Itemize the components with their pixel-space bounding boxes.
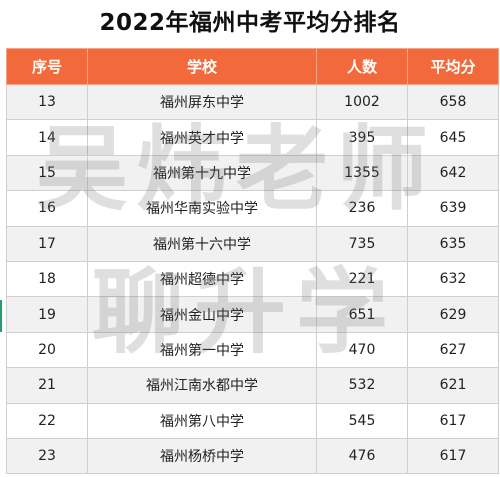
cell-rank: 16	[6, 190, 88, 227]
column-header-school: 学校	[87, 48, 317, 85]
cell-rank: 23	[6, 437, 88, 475]
cell-count: 476	[316, 437, 408, 475]
cell-average: 658	[407, 83, 499, 121]
cell-count: 1002	[316, 83, 408, 121]
table-row: 23 福州杨桥中学 476 617	[6, 437, 499, 475]
cell-school: 福州第十九中学	[87, 154, 317, 192]
cell-rank: 20	[6, 331, 88, 369]
cell-average: 629	[407, 296, 499, 333]
cell-count: 221	[316, 260, 408, 298]
column-header-count: 人数	[316, 48, 408, 85]
table-row: 22 福州第八中学 545 617	[6, 402, 499, 439]
cell-average: 617	[407, 402, 499, 439]
cell-school: 福州杨桥中学	[87, 437, 317, 475]
cell-average: 635	[407, 225, 499, 262]
cell-school: 福州华南实验中学	[87, 190, 317, 227]
cell-school: 福州超德中学	[87, 260, 317, 298]
cell-school: 福州第十六中学	[87, 225, 317, 262]
cell-school: 福州英才中学	[87, 119, 317, 156]
ranking-table: 序号 学校 人数 平均分 13 福州屏东中学 1002 658 14 福州英才中…	[6, 48, 499, 475]
cell-school: 福州金山中学	[87, 296, 317, 333]
page-title: 2022年福州中考平均分排名	[99, 10, 401, 36]
column-header-rank: 序号	[6, 48, 88, 85]
cell-average: 645	[407, 119, 499, 156]
cell-count: 651	[316, 296, 408, 333]
column-header-average: 平均分	[407, 48, 499, 85]
table-row: 13 福州屏东中学 1002 658	[6, 83, 499, 121]
cell-rank: 14	[6, 119, 88, 156]
cell-average: 632	[407, 260, 499, 298]
cell-count: 532	[316, 367, 408, 404]
cell-school: 福州屏东中学	[87, 83, 317, 121]
cell-rank: 22	[6, 402, 88, 439]
cell-count: 545	[316, 402, 408, 439]
cell-rank: 21	[6, 367, 88, 404]
table-header-row: 序号 学校 人数 平均分	[6, 48, 499, 85]
cell-school: 福州第一中学	[87, 331, 317, 369]
table-row: 16 福州华南实验中学 236 639	[6, 190, 499, 227]
cell-average: 621	[407, 367, 499, 404]
cell-school: 福州江南水都中学	[87, 367, 317, 404]
table-row: 18 福州超德中学 221 632	[6, 260, 499, 298]
cell-rank: 13	[6, 83, 88, 121]
cell-school: 福州第八中学	[87, 402, 317, 439]
table-row: 21 福州江南水都中学 532 621	[6, 367, 499, 404]
cell-rank: 15	[6, 154, 88, 192]
cell-rank: 18	[6, 260, 88, 298]
cell-average: 642	[407, 154, 499, 192]
cell-count: 735	[316, 225, 408, 262]
cell-rank: 17	[6, 225, 88, 262]
cell-average: 639	[407, 190, 499, 227]
cell-average: 627	[407, 331, 499, 369]
row-marker	[0, 300, 2, 332]
cell-count: 1355	[316, 154, 408, 192]
table-row: 17 福州第十六中学 735 635	[6, 225, 499, 262]
table-row: 15 福州第十九中学 1355 642	[6, 154, 499, 192]
table-row: 20 福州第一中学 470 627	[6, 331, 499, 369]
cell-count: 470	[316, 331, 408, 369]
cell-rank: 19	[6, 296, 88, 333]
cell-average: 617	[407, 437, 499, 475]
cell-count: 395	[316, 119, 408, 156]
table-row: 19 福州金山中学 651 629	[6, 296, 499, 333]
cell-count: 236	[316, 190, 408, 227]
table-row: 14 福州英才中学 395 645	[6, 119, 499, 156]
